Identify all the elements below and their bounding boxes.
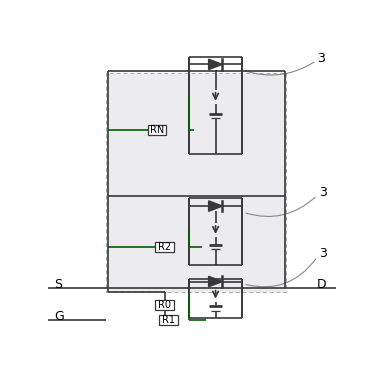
Bar xyxy=(159,315,178,325)
FancyArrowPatch shape xyxy=(246,197,315,216)
Bar xyxy=(156,300,174,310)
Text: S: S xyxy=(55,278,62,291)
Text: R2: R2 xyxy=(158,242,171,252)
FancyArrowPatch shape xyxy=(246,259,316,287)
Polygon shape xyxy=(209,59,223,70)
Polygon shape xyxy=(209,201,223,211)
Bar xyxy=(156,242,174,252)
Text: 3: 3 xyxy=(319,247,327,259)
Text: 3: 3 xyxy=(319,186,327,200)
Text: 3: 3 xyxy=(317,53,325,65)
Bar xyxy=(148,125,166,135)
Bar xyxy=(106,73,286,291)
Polygon shape xyxy=(209,276,223,287)
Text: G: G xyxy=(55,310,64,323)
Text: R0: R0 xyxy=(158,300,171,310)
FancyArrowPatch shape xyxy=(244,62,314,75)
Text: RN: RN xyxy=(150,125,164,135)
Text: R1: R1 xyxy=(162,315,175,325)
Text: D: D xyxy=(317,278,327,291)
